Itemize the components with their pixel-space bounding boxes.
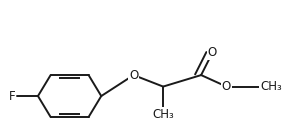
Text: O: O bbox=[208, 46, 217, 59]
Text: O: O bbox=[129, 69, 138, 82]
Text: CH₃: CH₃ bbox=[152, 108, 174, 120]
Text: F: F bbox=[9, 90, 16, 103]
Text: CH₃: CH₃ bbox=[260, 80, 282, 93]
Text: O: O bbox=[222, 80, 231, 93]
